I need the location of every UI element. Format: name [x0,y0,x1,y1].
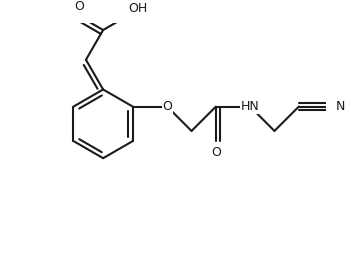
Text: N: N [336,100,345,113]
Text: O: O [162,100,172,113]
Text: O: O [74,0,84,13]
Text: HN: HN [241,100,259,113]
Text: O: O [211,146,221,159]
Text: OH: OH [128,2,147,15]
